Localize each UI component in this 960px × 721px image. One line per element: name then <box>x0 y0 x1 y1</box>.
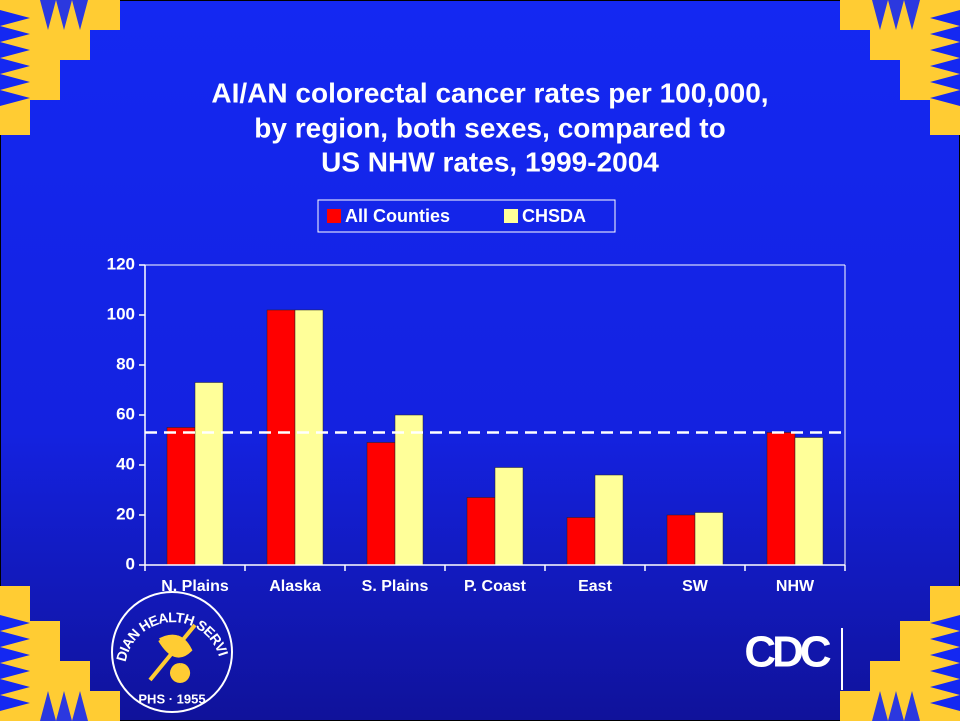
bar <box>766 432 796 566</box>
bar <box>594 474 624 566</box>
bar <box>294 309 324 566</box>
legend-box <box>317 199 616 233</box>
legend-label: CHSDA <box>522 206 586 226</box>
x-tick-label: East <box>578 578 612 595</box>
x-tick-label: NHW <box>776 578 815 595</box>
x-tick-label: S. Plains <box>362 578 429 595</box>
bar <box>694 512 724 566</box>
bar <box>494 467 524 566</box>
bar <box>194 382 224 566</box>
y-tick-label: 20 <box>116 504 135 523</box>
y-tick-label: 120 <box>107 254 135 273</box>
bar <box>666 514 696 566</box>
bar <box>566 517 596 566</box>
x-tick-label: Alaska <box>269 578 321 595</box>
bar <box>794 437 824 566</box>
y-tick-label: 0 <box>126 554 135 573</box>
chart-title: US NHW rates, 1999-2004 <box>321 146 659 177</box>
bar <box>366 442 396 566</box>
chart-title: by region, both sexes, compared to <box>254 112 725 143</box>
y-tick-label: 60 <box>116 404 135 423</box>
seal-ring <box>111 591 233 713</box>
legend-label: All Counties <box>345 206 450 226</box>
x-tick-label: N. Plains <box>161 578 229 595</box>
y-tick-label: 100 <box>107 304 135 323</box>
legend-swatch <box>327 209 341 223</box>
bar <box>166 427 196 566</box>
x-tick-label: P. Coast <box>464 578 527 595</box>
chart-title: AI/AN colorectal cancer rates per 100,00… <box>211 77 768 108</box>
seal-subtext: PHS · 1955 <box>138 691 205 706</box>
seal-emblem <box>148 623 197 683</box>
bar <box>466 497 496 566</box>
bar <box>266 309 296 566</box>
legend-swatch <box>504 209 518 223</box>
y-tick-label: 80 <box>116 354 135 373</box>
bar <box>394 414 424 566</box>
x-tick-label: SW <box>682 578 709 595</box>
y-tick-label: 40 <box>116 454 135 473</box>
cdc-logo: CDC <box>744 628 831 677</box>
